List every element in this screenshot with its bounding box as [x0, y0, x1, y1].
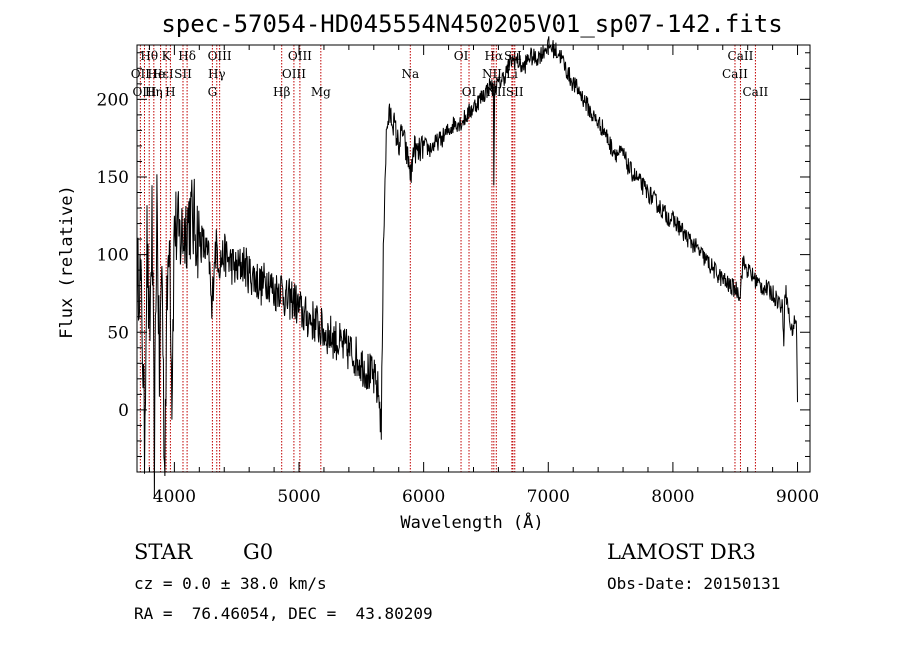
y-tick-label: 200 — [97, 90, 129, 110]
line-marker-label: SII — [506, 85, 524, 99]
survey-label: LAMOST DR3 — [607, 540, 756, 564]
obs-date: Obs-Date: 20150131 — [607, 574, 781, 593]
y-axis-label: Flux (relative) — [57, 185, 77, 339]
line-marker-label: Hα — [485, 49, 504, 63]
object-subclass: G0 — [243, 540, 274, 564]
line-marker-label: Hγ — [208, 67, 226, 81]
line-marker-label: OI — [462, 85, 477, 99]
spectrum-series — [136, 36, 798, 499]
y-tick-label: 50 — [107, 323, 129, 343]
line-marker-label: OIII — [132, 85, 156, 99]
line-marker-label: OIII — [208, 49, 232, 63]
x-tick-label: 5000 — [277, 487, 320, 507]
line-marker-label: G — [208, 85, 218, 99]
x-tick-label: 6000 — [402, 487, 445, 507]
redshift-info: cz = 0.0 ± 38.0 km/s — [134, 574, 327, 593]
y-tick-label: 150 — [97, 168, 129, 188]
line-marker-label: Hη — [145, 85, 163, 99]
line-marker-label: CaII — [722, 67, 748, 81]
line-marker-label: OI — [454, 49, 469, 63]
line-marker-label: OIII — [288, 49, 312, 63]
line-marker-label: Hδ — [178, 49, 196, 63]
line-marker-label: Li — [506, 67, 518, 81]
x-tick-label: 7000 — [527, 487, 570, 507]
line-marker-label: H — [165, 85, 175, 99]
axes: 4000 5000 6000 7000 8000 9000 0 50 100 150 200 — [97, 44, 819, 507]
line-marker-label: Hε — [152, 67, 169, 81]
line-marker-label: CaII — [742, 85, 768, 99]
line-marker-label: Hθ — [140, 49, 158, 63]
line-marker-label: Hβ — [273, 85, 290, 99]
x-tick-label: 4000 — [153, 487, 196, 507]
line-marker-label: OIII — [282, 67, 306, 81]
line-marker-label: Mg — [311, 85, 331, 99]
object-class: STAR — [134, 540, 193, 564]
line-marker-label: SII — [174, 67, 192, 81]
x-tick-label: 8000 — [651, 487, 694, 507]
series-line-flux — [136, 36, 798, 499]
y-tick-label: 0 — [118, 401, 129, 421]
coordinates: RA = 76.46054, DEC = 43.80209 — [134, 604, 433, 623]
x-tick-label: 9000 — [776, 487, 819, 507]
y-tick-label: 100 — [97, 246, 129, 266]
line-marker-label: OII — [131, 67, 151, 81]
x-axis-label: Wavelength (Å) — [400, 511, 543, 533]
line-marker-label: K — [162, 49, 172, 63]
line-marker-label: CaII — [728, 49, 754, 63]
line-marker-label: Na — [401, 67, 419, 81]
chart-title: spec-57054-HD045554N450205V01_sp07-142.f… — [161, 10, 782, 38]
